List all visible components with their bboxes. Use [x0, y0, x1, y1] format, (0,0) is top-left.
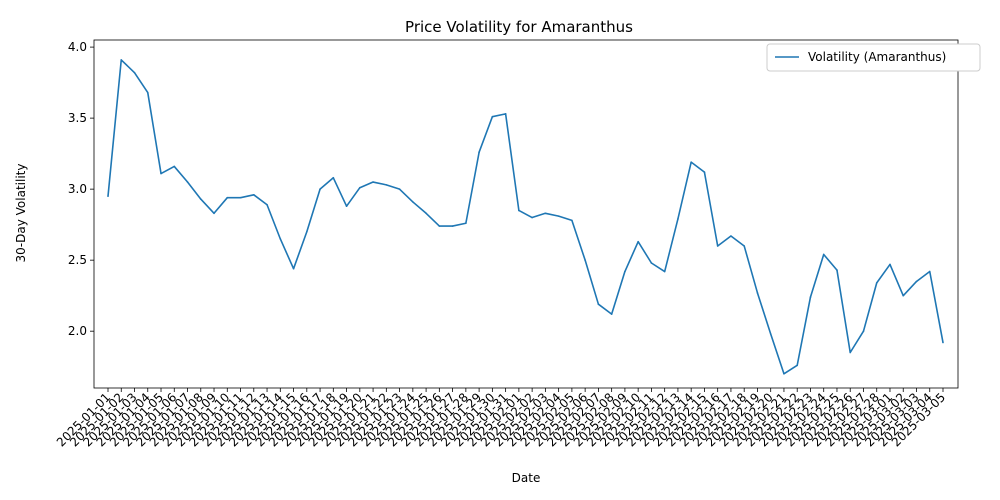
y-tick-label: 3.0 [68, 182, 87, 196]
legend-frame [766, 43, 981, 72]
data-point [769, 333, 772, 335]
y-tick-label: 3.5 [68, 111, 87, 125]
data-point [915, 280, 918, 283]
data-point [199, 198, 202, 200]
data-point [663, 270, 666, 273]
data-point [438, 225, 441, 227]
data-point [372, 181, 374, 183]
legend: Volatility (Amaranthus) [766, 43, 981, 72]
data-point [902, 294, 905, 297]
data-point [531, 216, 533, 219]
data-point [292, 267, 295, 270]
data-point [849, 351, 852, 354]
data-point [862, 330, 865, 332]
data-point [146, 91, 149, 94]
data-point [213, 212, 215, 215]
data-point [544, 212, 547, 215]
legend-label: Volatility (Amaranthus) [808, 50, 946, 64]
y-tick-label: 2.5 [68, 253, 87, 267]
data-point [584, 259, 586, 261]
data-point [266, 203, 268, 206]
series-line [107, 59, 944, 375]
data-point [942, 341, 944, 344]
data-point [610, 313, 613, 315]
y-axis-label: 30-Day Volatility [14, 164, 28, 263]
data-point [875, 282, 878, 284]
data-point [345, 205, 348, 207]
data-point [783, 373, 785, 375]
data-point [557, 215, 560, 217]
data-point [889, 263, 891, 266]
data-point [332, 176, 335, 179]
plot-area: 2.02.53.03.54.02025-01-012025-01-022025-… [54, 39, 959, 449]
data-point [319, 188, 321, 190]
data-point [412, 201, 414, 203]
data-point [690, 161, 692, 163]
chart-title: Price Volatility for Amaranthus [405, 18, 633, 36]
data-point [385, 184, 388, 186]
data-point [120, 59, 123, 61]
data-point [107, 195, 109, 198]
data-point [504, 113, 507, 115]
data-point [703, 171, 706, 173]
data-point [637, 240, 639, 243]
data-point [650, 262, 653, 264]
data-point [716, 245, 719, 247]
plot-frame [93, 39, 959, 389]
data-point [796, 364, 799, 367]
data-point [425, 212, 427, 215]
data-point [359, 186, 361, 189]
data-point [822, 253, 825, 256]
y-tick-label: 4.0 [68, 40, 87, 54]
data-point [398, 188, 401, 190]
data-point [624, 270, 626, 273]
y-tick-label: 2.0 [68, 324, 87, 338]
data-point [133, 71, 136, 74]
data-point [306, 230, 308, 233]
data-point [465, 222, 467, 225]
data-point [279, 238, 282, 240]
data-point [756, 292, 759, 294]
data-point [571, 219, 573, 222]
data-point [252, 194, 255, 196]
data-point [186, 181, 189, 183]
data-point [451, 225, 454, 227]
data-point [730, 235, 732, 237]
x-axis-label: Date [512, 471, 541, 485]
data-point [928, 270, 931, 273]
data-point [160, 172, 162, 175]
data-point [743, 245, 745, 247]
data-point [491, 115, 494, 118]
data-point [239, 196, 242, 199]
data-point [518, 209, 520, 212]
data-point [173, 165, 176, 168]
data-point [597, 303, 600, 306]
data-point [836, 269, 838, 271]
data-point [478, 151, 480, 154]
data-point [677, 218, 679, 220]
data-point [809, 296, 812, 298]
data-point [226, 196, 229, 199]
